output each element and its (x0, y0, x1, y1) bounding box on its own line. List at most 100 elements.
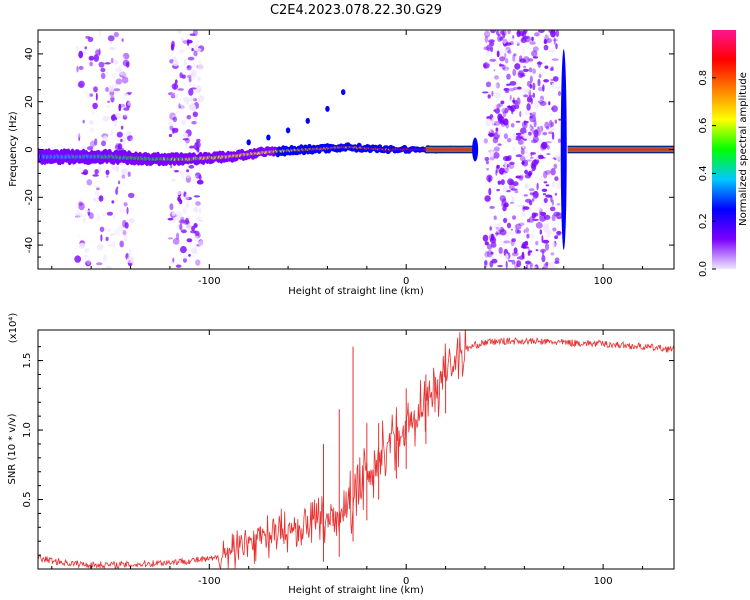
noise-speckle (120, 138, 123, 143)
noise-speckle (510, 106, 513, 112)
noise-speckle (505, 260, 508, 269)
noise-speckle (487, 94, 491, 99)
noise-speckle (515, 260, 522, 268)
noise-speckle (515, 132, 522, 136)
noise-speckle (168, 119, 174, 127)
noise-speckle (526, 80, 532, 87)
noise-speckle (543, 197, 548, 204)
noise-speckle (101, 140, 106, 147)
noise-speckle (96, 243, 104, 251)
noise-speckle (504, 90, 510, 93)
harmonic-point (305, 117, 310, 124)
noise-speckle (543, 41, 548, 44)
noise-speckle (533, 119, 537, 128)
x-tick-label: -100 (198, 276, 221, 287)
noise-speckle (187, 65, 190, 69)
noise-speckle (485, 50, 491, 57)
noise-speckle (524, 266, 528, 269)
noise-speckle (555, 30, 560, 38)
noise-speckle (497, 180, 502, 185)
noise-speckle (115, 112, 122, 119)
noise-speckle (196, 179, 204, 185)
noise-speckle (128, 217, 135, 224)
noise-speckle (539, 229, 542, 235)
y-tick-label: -40 (24, 237, 35, 253)
noise-speckle (193, 50, 198, 57)
noise-speckle (501, 139, 507, 144)
noise-speckle (171, 94, 176, 99)
noise-speckle (82, 49, 88, 55)
noise-speckle (512, 133, 517, 141)
noise-speckle (551, 105, 558, 113)
noise-speckle (177, 246, 181, 254)
noise-speckle (483, 64, 487, 69)
spectrogram-y-label: Frequency (Hz) (8, 111, 19, 187)
noise-speckle (118, 103, 122, 112)
noise-speckle (505, 58, 509, 64)
noise-speckle (514, 59, 521, 64)
noise-speckle (491, 117, 495, 125)
noise-speckle (496, 164, 500, 169)
noise-speckle (110, 57, 114, 64)
noise-speckle (112, 251, 116, 255)
noise-speckle (113, 31, 120, 38)
noise-speckle (499, 195, 506, 202)
noise-speckle (508, 105, 511, 111)
noise-speckle (516, 204, 522, 208)
noise-speckle (199, 175, 202, 181)
noise-speckle (502, 206, 507, 212)
noise-speckle (522, 30, 527, 38)
noise-speckle (190, 117, 197, 120)
noise-speckle (175, 264, 182, 268)
noise-speckle (189, 216, 192, 221)
y-tick-label: 40 (24, 48, 35, 61)
noise-speckle (494, 108, 500, 114)
noise-speckle (126, 206, 129, 215)
noise-speckle (500, 100, 505, 105)
noise-speckle (490, 30, 496, 34)
spectrogram-axes: -100 0 100 -40 -20 0 20 40 (24, 30, 674, 287)
noise-speckle (89, 120, 94, 125)
noise-speckle (523, 94, 528, 98)
noise-speckle (549, 67, 554, 71)
noise-speckle (172, 238, 180, 245)
noise-speckle (195, 259, 201, 266)
noise-speckle (124, 222, 129, 229)
noise-speckle (515, 154, 523, 158)
noise-speckle (168, 133, 173, 138)
noise-speckle (109, 47, 116, 51)
noise-speckle (531, 125, 534, 133)
noise-speckle (533, 212, 539, 217)
noise-speckle (506, 73, 511, 80)
noise-speckle (507, 50, 512, 54)
noise-speckle (106, 211, 113, 216)
noise-speckle (503, 133, 508, 140)
colorbar-axes: 0.0 0.2 0.4 0.6 0.8 (698, 70, 716, 277)
noise-speckle (174, 170, 179, 173)
noise-speckle (550, 168, 556, 176)
noise-speckle (524, 151, 529, 154)
noise-speckle (502, 110, 507, 118)
noise-speckle (522, 241, 526, 249)
noise-speckle (118, 180, 121, 185)
noise-speckle (179, 223, 183, 231)
noise-speckle (109, 233, 115, 236)
trace-center (425, 148, 474, 151)
snr-plot-area (38, 330, 674, 569)
noise-speckle (522, 159, 529, 167)
noise-speckle (540, 69, 546, 77)
noise-speckle (193, 249, 198, 253)
noise-speckle (532, 135, 539, 143)
noise-speckle (495, 83, 498, 89)
noise-speckle (484, 156, 490, 162)
noise-speckle (186, 114, 192, 120)
noise-speckle (514, 63, 521, 70)
noise-speckle (169, 59, 174, 64)
noise-speckle (109, 41, 112, 45)
noise-speckle (553, 37, 556, 45)
noise-speckle (191, 63, 196, 68)
noise-speckle (175, 214, 182, 222)
noise-speckle (180, 229, 187, 234)
noise-speckle (522, 68, 529, 72)
noise-speckle (490, 251, 494, 255)
